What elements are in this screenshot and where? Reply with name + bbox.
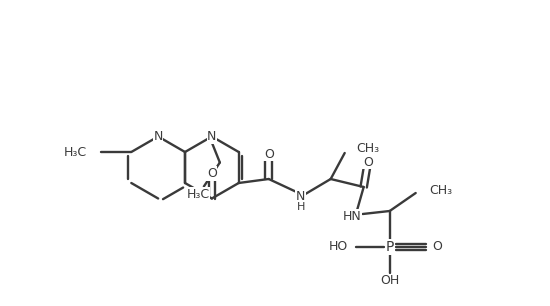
Text: N: N (207, 130, 217, 143)
Text: H₃C: H₃C (186, 188, 210, 201)
Text: H: H (296, 202, 305, 212)
Text: CH₃: CH₃ (430, 185, 453, 197)
Text: N: N (153, 130, 163, 143)
Text: HO: HO (328, 241, 348, 253)
Text: P: P (386, 240, 394, 254)
Text: N: N (296, 191, 305, 203)
Text: CH₃: CH₃ (357, 143, 380, 155)
Text: O: O (433, 241, 443, 253)
Text: O: O (264, 147, 274, 161)
Text: O: O (207, 167, 217, 180)
Text: O: O (363, 155, 373, 169)
Text: H₃C: H₃C (64, 145, 87, 159)
Text: HN: HN (342, 210, 361, 222)
Text: OH: OH (380, 274, 399, 288)
